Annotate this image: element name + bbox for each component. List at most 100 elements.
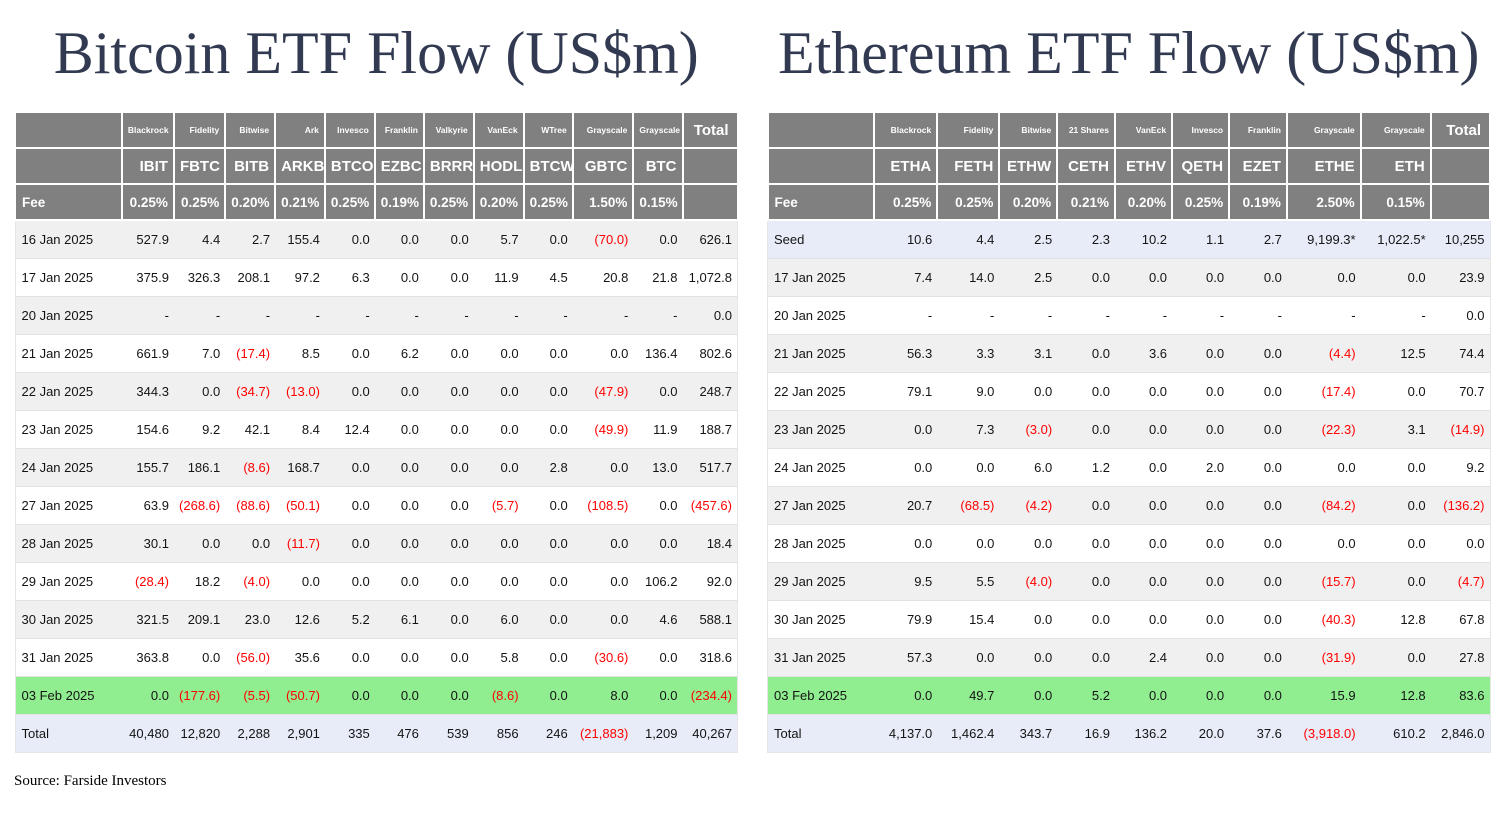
- value-cell: 2.4: [1114, 638, 1173, 677]
- value-cell: 0.0: [1057, 562, 1115, 601]
- ethereum-etf-panel: Ethereum ETF Flow (US$m) Blackrock Fideli…: [766, 0, 1492, 753]
- value-cell: 0.0: [423, 448, 474, 487]
- value-cell: 0.0: [1114, 410, 1173, 449]
- value-cell: (4.0): [999, 562, 1058, 601]
- date-cell: 27 Jan 2025: [15, 486, 122, 525]
- value-cell: 363.8: [121, 638, 174, 677]
- total-row-label: Total: [767, 714, 875, 753]
- value-cell: 539: [423, 714, 474, 753]
- ticker-header-cell: FBTC: [172, 147, 227, 185]
- row-total-cell: 802.6: [682, 334, 738, 373]
- value-cell: 610.2: [1360, 714, 1431, 753]
- fee-cell: 0.25%: [1171, 183, 1231, 221]
- value-cell: 0.0: [173, 638, 226, 677]
- value-cell: 0.0: [1057, 524, 1115, 563]
- corner-cell: [766, 147, 876, 185]
- value-cell: (70.0): [594, 232, 629, 247]
- value-cell: 0.0: [324, 676, 375, 715]
- value-cell: 0.0: [1229, 524, 1287, 563]
- table-row: 22 Jan 2025 79.1 9.0 0.0 0.0 0.0 0.0 0.0 (17.4) 0…: [767, 372, 1490, 411]
- value-cell: 0.0: [1114, 448, 1173, 487]
- value-cell: 5.5: [937, 562, 1000, 601]
- ticker-header-cell: ARKB: [274, 147, 326, 185]
- value-cell: 321.5: [121, 600, 174, 639]
- value-cell: 0.0: [1360, 258, 1431, 297]
- value-cell: 0.0: [937, 448, 1000, 487]
- value-cell: 0.0: [374, 372, 424, 411]
- value-cell: 0.0: [1360, 448, 1431, 487]
- provider-header-cell: WTree: [522, 111, 574, 149]
- value-cell: 0.0: [1172, 334, 1230, 373]
- ticker-header-cell: GBTC: [571, 147, 635, 185]
- seed-row-label: Seed: [767, 220, 875, 259]
- corner-cell: [14, 147, 123, 185]
- value-cell: -: [275, 296, 325, 335]
- value-cell: 0.0: [1172, 638, 1230, 677]
- value-cell: 20.0: [1172, 714, 1230, 753]
- value-cell: 106.2: [633, 562, 683, 601]
- value-cell: 0.0: [324, 638, 375, 677]
- value-cell: (50.1): [275, 486, 325, 525]
- ticker-header-cell: BTC: [632, 147, 684, 185]
- value-cell: 0.0: [937, 638, 1000, 677]
- fee-cell: 0.19%: [373, 183, 425, 221]
- value-cell: 12.8: [1360, 600, 1431, 639]
- row-total-cell: 588.1: [682, 600, 738, 639]
- value-cell: 21.8: [633, 258, 683, 297]
- value-cell: -: [633, 296, 683, 335]
- value-cell: (177.6): [173, 676, 226, 715]
- fee-cell: 0.21%: [1056, 183, 1116, 221]
- value-cell: 0.0: [999, 638, 1058, 677]
- ethereum-table-title: Ethereum ETF Flow (US$m): [777, 20, 1480, 86]
- value-cell: 9.2: [173, 410, 226, 449]
- bitcoin-flow-table: Blackrock Fidelity Bitwise Ark Invesco Frankl…: [14, 111, 739, 753]
- value-cell: 0.0: [423, 258, 474, 297]
- value-cell: 0.0: [1114, 372, 1173, 411]
- value-cell: 0.0: [1172, 562, 1230, 601]
- table-row: 20 Jan 2025- - - - - - - - -0.0: [767, 296, 1490, 335]
- row-total-cell: 92.0: [682, 562, 738, 601]
- table-body: 16 Jan 2025 527.9 4.4 2.7 155.4 0.0 0.0 0.0 5.7 0…: [15, 220, 738, 753]
- provider-header-cell: 21 Shares: [1056, 111, 1116, 149]
- table-row: 22 Jan 2025 344.3 0.0 (34.7) (13.0) 0.0 0.0 0.0…: [15, 372, 738, 411]
- value-cell: (4.4): [1286, 334, 1361, 373]
- value-cell: 0.0: [1229, 448, 1287, 487]
- fee-cell: 0.21%: [274, 183, 326, 221]
- value-cell: 4.4: [202, 232, 221, 247]
- value-cell: 209.1: [173, 600, 226, 639]
- value-cell: 0.0: [121, 676, 174, 715]
- row-total-cell: 74.4: [1430, 334, 1490, 373]
- ticker-header-cell: ETHA: [873, 147, 939, 185]
- date-cell: 29 Jan 2025: [767, 562, 875, 601]
- value-cell: 326.3: [173, 258, 226, 297]
- fee-cell: 0.25%: [323, 183, 376, 221]
- corner-cell: [1429, 147, 1492, 185]
- value-cell: 0.0: [275, 562, 325, 601]
- ticker-header-cell: CETH: [1056, 147, 1116, 185]
- value-cell: 16.9: [1057, 714, 1115, 753]
- fee-cell: 0.15%: [632, 183, 684, 221]
- row-total-cell: (457.6): [682, 486, 738, 525]
- date-cell: 28 Jan 2025: [767, 524, 875, 563]
- value-cell: 2.5: [999, 220, 1058, 259]
- value-cell: 856: [473, 714, 524, 753]
- date-cell: 22 Jan 2025: [15, 372, 122, 411]
- value-cell: 0.0: [1057, 258, 1115, 297]
- value-cell: 12.5: [1360, 334, 1431, 373]
- ticker-header-cell: BTCW: [522, 147, 574, 185]
- value-cell: -: [173, 296, 226, 335]
- date-cell: 29 Jan 2025: [15, 562, 122, 601]
- value-cell: (108.5): [572, 486, 634, 525]
- value-cell: 375.9: [121, 258, 174, 297]
- provider-header-cell: Grayscale: [632, 111, 684, 149]
- provider-header-cell: Blackrock: [120, 111, 175, 149]
- table-row: 28 Jan 2025 30.1 0.0 0.0 (11.7) 0.0 0.0 0.0 0.0 0…: [15, 524, 738, 563]
- value-cell: 0.0: [523, 486, 573, 525]
- provider-header-cell: VanEck: [1113, 111, 1174, 149]
- value-cell: 56.3: [874, 334, 938, 373]
- bitcoin-table-title: Bitcoin ETF Flow (US$m): [53, 20, 699, 86]
- value-cell: 0.0: [374, 638, 424, 677]
- date-cell: 23 Jan 2025: [767, 410, 875, 449]
- value-cell: 0.0: [1172, 410, 1230, 449]
- value-cell: (4.0): [225, 562, 276, 601]
